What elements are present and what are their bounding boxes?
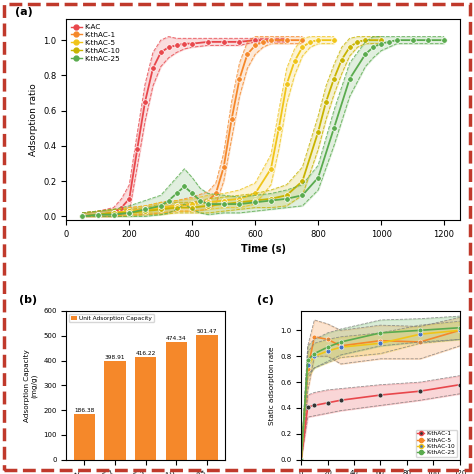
Text: 186.38: 186.38 [74,408,94,412]
Text: (c): (c) [257,295,273,305]
Text: 416.22: 416.22 [136,350,156,356]
Legend: Unit Adsorption Capacity: Unit Adsorption Capacity [69,314,154,322]
Bar [104,361,126,460]
Bar [73,413,95,460]
Bar [135,356,156,460]
Text: (b): (b) [19,295,37,305]
Legend: K-thAC-1, K-thAC-5, K-thAC-10, K-thAC-25: K-thAC-1, K-thAC-5, K-thAC-10, K-thAC-25 [416,429,457,457]
Y-axis label: Adsorption Capacity
(mg/g): Adsorption Capacity (mg/g) [24,349,37,422]
Bar [196,335,218,460]
Legend: K-AC, K-thAC-1, K-thAC-5, K-thAC-10, K-thAC-25: K-AC, K-thAC-1, K-thAC-5, K-thAC-10, K-t… [70,23,122,63]
Y-axis label: Static adsorption rate: Static adsorption rate [269,346,274,425]
Bar [165,342,187,460]
Text: 398.91: 398.91 [105,355,125,360]
Y-axis label: Adsorption ratio: Adsorption ratio [29,83,38,156]
Text: 501.47: 501.47 [197,329,217,334]
X-axis label: Time (s): Time (s) [241,244,285,254]
Text: 474.34: 474.34 [166,336,187,341]
Text: (a): (a) [15,7,33,17]
